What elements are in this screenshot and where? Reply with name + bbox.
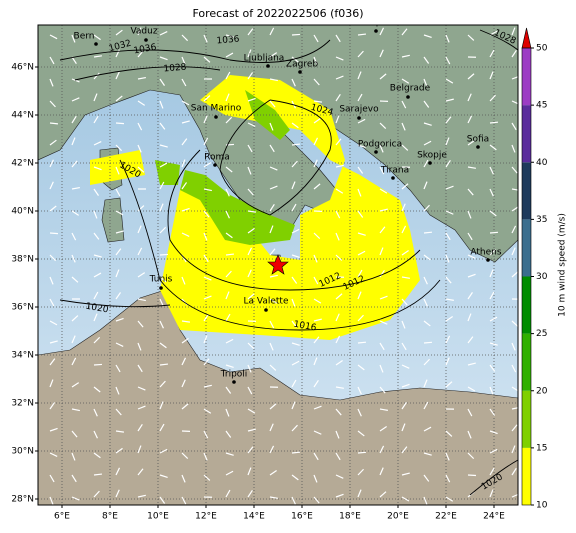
x-tick-label: 8°E (102, 512, 118, 522)
y-tick-label: 30°N (11, 447, 34, 457)
city-dot (374, 150, 378, 154)
wind-barb (292, 452, 300, 453)
y-tick-label: 46°N (11, 63, 34, 73)
colorbar-tick-label: 45 (536, 101, 547, 111)
city-dot (391, 176, 395, 180)
city-dot (159, 286, 163, 290)
isobar-label: 1036 (216, 34, 240, 46)
wind-barb (490, 232, 498, 233)
colorbar-segment (522, 277, 531, 334)
city-label: Ljubljana (244, 54, 285, 64)
wind-barb (292, 34, 300, 35)
colorbar-tick-label: 40 (536, 158, 548, 168)
colorbar-segment (522, 105, 531, 162)
city-dot (94, 42, 98, 46)
colorbar-label: 10 m wind speed (m/s) (558, 213, 568, 317)
colorbar-tick-label: 10 (536, 501, 548, 511)
colorbar-segment (522, 334, 531, 391)
y-tick-label: 36°N (11, 303, 34, 313)
colorbar-tick-label: 15 (536, 443, 547, 453)
colorbar-extend (522, 28, 531, 48)
city-label: San Marino (191, 104, 242, 114)
city-label: Zagreb (286, 60, 318, 70)
city-label: Podgorica (358, 140, 402, 150)
city-label: Sarajevo (339, 105, 379, 115)
city-dot (266, 64, 270, 68)
city-dot (214, 115, 218, 119)
city-dot (264, 308, 268, 312)
y-tick-label: 28°N (11, 495, 34, 505)
city-dot (213, 163, 217, 167)
wind-barb (160, 254, 168, 255)
city-label: Roma (204, 153, 230, 163)
x-tick-label: 22°E (435, 512, 457, 522)
city-label: Athens (470, 248, 501, 258)
wind-barb (424, 232, 432, 233)
y-tick-label: 44°N (11, 111, 34, 121)
x-tick-label: 6°E (54, 512, 70, 522)
city-label: La Valette (244, 297, 289, 307)
city-dot (406, 95, 410, 99)
x-tick-label: 12°E (195, 512, 217, 522)
city-label: Vaduz (130, 27, 157, 37)
y-tick-label: 32°N (11, 399, 34, 409)
wind-barb (358, 452, 366, 453)
colorbar-tick-label: 30 (536, 272, 548, 282)
colorbar-segment (522, 219, 531, 276)
city-dot (232, 380, 236, 384)
city-label: Belgrade (390, 84, 431, 94)
city-dot (374, 29, 378, 33)
wind-barb (94, 364, 102, 365)
wind-barb (490, 122, 498, 123)
wind-barb (358, 342, 366, 343)
y-tick-label: 38°N (11, 255, 34, 265)
colorbar-segment (522, 391, 531, 448)
x-tick-label: 18°E (339, 512, 361, 522)
x-tick-label: 24°E (483, 512, 505, 522)
isobar-label: 1028 (163, 62, 187, 74)
colorbar-tick-label: 25 (536, 329, 547, 339)
colorbar-segment (522, 448, 531, 505)
colorbar-tick-label: 35 (536, 215, 547, 225)
city-dot (486, 258, 490, 262)
colorbar-segment (522, 162, 531, 219)
city-label: Skopje (417, 151, 447, 161)
colorbar-tick-label: 50 (536, 44, 548, 54)
x-tick-label: 14°E (243, 512, 265, 522)
city-label: Sofia (467, 135, 489, 145)
x-tick-label: 20°E (387, 512, 409, 522)
city-dot (144, 38, 148, 42)
y-tick-label: 40°N (11, 207, 34, 217)
x-tick-label: 16°E (291, 512, 313, 522)
y-tick-label: 34°N (11, 351, 34, 361)
x-tick-label: 10°E (147, 512, 169, 522)
colorbar: 10 15 20 25 30 35 40 45 50 (522, 28, 548, 511)
y-tick-label: 42°N (11, 159, 34, 169)
city-dot (428, 161, 432, 165)
wind-barb (116, 123, 124, 124)
wind-barb (424, 342, 432, 343)
colorbar-tick-label: 20 (536, 386, 548, 396)
city-label: Tunis (149, 275, 173, 285)
city-dot (357, 116, 361, 120)
city-label: Tirana (380, 166, 409, 176)
city-dot (298, 70, 302, 74)
city-dot (476, 145, 480, 149)
colorbar-segment (522, 48, 531, 105)
title: Forecast of 2022022506 (f036) (192, 7, 363, 20)
city-label: Tripoli (220, 370, 248, 380)
city-label: Bern (74, 32, 95, 42)
wind-barb (50, 233, 58, 234)
